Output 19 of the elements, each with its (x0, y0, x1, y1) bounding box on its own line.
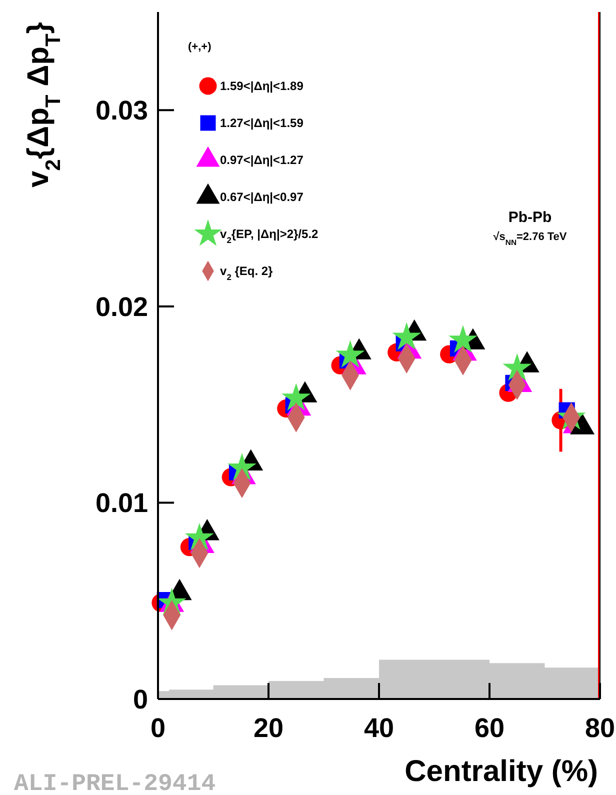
annotation: √s$_{NN}$=2.76 TeV (493, 231, 568, 246)
y-tick-label: 0.02 (95, 292, 148, 322)
y-tick-label: 0.01 (95, 488, 148, 518)
legend-label: v$_{2}${EP, |Δη|>2}/5.2 (220, 227, 319, 246)
x-axis-title: Centrality (%) (404, 755, 598, 788)
legend-title: (+,+) (188, 41, 212, 53)
legend-label: 1.27<|Δη|<1.59 (220, 116, 304, 130)
x-tick-label: 80 (584, 713, 616, 743)
y-tick-label: 0 (132, 684, 148, 714)
legend-label: 0.67<|Δη|<0.97 (220, 190, 304, 204)
legend-label: 0.97<|Δη|<1.27 (220, 153, 304, 168)
text: ALI-PREL-29414 (14, 771, 216, 795)
x-tick-label: 40 (364, 713, 394, 743)
x-tick-label: 20 (253, 713, 284, 743)
y-tick-label: 0.03 (95, 96, 148, 126)
legend-label: v$_{2}$ {Eq. 2} (220, 264, 274, 282)
annotation: Pb-Pb (508, 209, 552, 226)
x-tick-label: 60 (474, 713, 505, 743)
legend-label: 1.59<|Δη|<1.89 (220, 79, 304, 94)
